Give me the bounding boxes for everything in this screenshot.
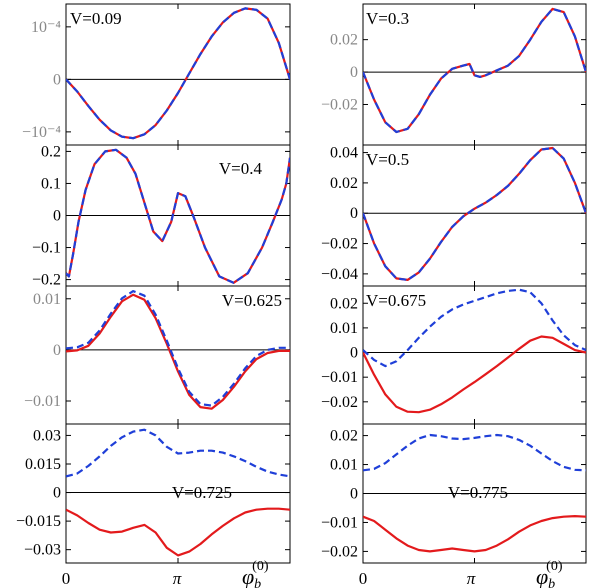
y-tick-label: −0.1: [32, 240, 61, 257]
y-tick-label: 10⁻⁴: [31, 19, 61, 36]
y-tick-label: 0.01: [330, 457, 358, 474]
panel-label: V=0.09: [70, 9, 122, 28]
y-tick-label: −0.01: [24, 393, 61, 410]
solid-series-line: [66, 507, 290, 557]
y-tick-label: −0.02: [321, 543, 358, 560]
y-tick-label: −10⁻⁴: [22, 124, 61, 141]
y-tick-label: −0.02: [321, 96, 358, 113]
y-tick-label: −0.01: [321, 514, 358, 531]
panel-7: 0.03 0.015 0 −0.015 −0.03 V=0.725: [16, 423, 291, 564]
panel-grid: 10⁻⁴ 0 −10⁻⁴ V=0.09 0.02 0 −0.02 V=0.3 0.2 0.1 0 −0…: [16, 3, 587, 564]
x-axis-symbol: φ: [242, 564, 254, 588]
panel-label: V=0.625: [222, 291, 282, 310]
x-tick-pi-left: π: [173, 569, 182, 588]
y-tick-label: 0.2: [41, 143, 61, 160]
x-axis-sub: b: [548, 577, 555, 588]
y-tick-label: −0.04: [321, 266, 358, 283]
y-tick-label: 0: [350, 205, 358, 222]
x-axis-symbol: φ: [536, 564, 548, 588]
x-axis-sup: (0): [546, 559, 563, 574]
solid-series-line: [363, 514, 586, 553]
y-tick-label: 0.1: [41, 175, 61, 192]
panel-label: V=0.5: [366, 150, 409, 169]
x-axis-label-right: φb (0): [536, 559, 563, 588]
panel-label: V=0.3: [366, 9, 409, 28]
y-tick-label: −0.01: [321, 369, 358, 386]
panel-2: 0.02 0 −0.02 V=0.3: [321, 3, 587, 146]
y-tick-label: 0.01: [33, 291, 61, 308]
y-tick-label: 0.02: [330, 428, 358, 445]
x-tick-pi-right: π: [467, 569, 476, 588]
y-tick-label: 0: [53, 208, 61, 225]
dashed-series-line: [66, 290, 290, 407]
y-tick-label: 0.03: [33, 427, 61, 444]
y-tick-label: −0.03: [24, 542, 61, 559]
y-tick-label: −0.02: [321, 394, 358, 411]
y-tick-label: 0: [350, 486, 358, 503]
dashed-series-line: [363, 146, 586, 281]
dashed-series-line: [363, 433, 586, 472]
x-axis-label-left: φb (0): [242, 559, 269, 588]
x-tick-0-left: 0: [62, 569, 71, 588]
dashed-series-line: [66, 7, 290, 140]
panel-label: V=0.675: [366, 291, 426, 310]
panel-6: 0.02 0.01 0 −0.01 −0.02 V=0.675: [321, 285, 587, 425]
dashed-series-line: [363, 288, 586, 368]
solid-series-line: [363, 335, 586, 414]
x-axis-labels: 0 π φb(0) 0 π φb(0): [62, 559, 563, 588]
y-tick-label: 0: [53, 485, 61, 502]
panel-1: 10⁻⁴ 0 −10⁻⁴ V=0.09: [22, 3, 291, 146]
panel-label: V=0.775: [448, 483, 508, 502]
dashed-series-line: [363, 7, 586, 134]
dashed-series-line: [66, 148, 290, 284]
y-tick-label: 0: [53, 342, 61, 359]
y-tick-label: −0.02: [321, 236, 358, 253]
y-tick-label: 0.01: [330, 320, 358, 337]
panel-8: 0.02 0.01 0 −0.01 −0.02 V=0.775: [321, 423, 587, 564]
y-tick-label: −0.2: [32, 272, 61, 289]
y-tick-label: 0.02: [330, 175, 358, 192]
panel-4: 0.04 0.02 0 −0.02 −0.04 V=0.5: [321, 144, 587, 287]
y-tick-label: 0.02: [330, 295, 358, 312]
panel-5: 0.01 0 −0.01 V=0.625: [24, 285, 291, 425]
solid-series-line: [66, 293, 290, 410]
y-tick-label: −0.015: [16, 513, 61, 530]
dashed-series-line: [66, 428, 290, 478]
x-tick-0-right: 0: [359, 569, 368, 588]
panel-label: V=0.4: [219, 159, 263, 178]
y-tick-label: 0: [53, 71, 61, 88]
panel-3: 0.2 0.1 0 −0.1 −0.2 V=0.4: [32, 143, 291, 289]
y-tick-label: 0.015: [25, 456, 61, 473]
x-axis-sup: (0): [252, 559, 269, 574]
y-tick-label: 0.02: [330, 32, 358, 49]
x-axis-sub: b: [254, 577, 261, 588]
y-tick-label: 0: [350, 64, 358, 81]
panel-label: V=0.725: [172, 483, 232, 502]
y-tick-label: 0: [350, 345, 358, 362]
y-tick-label: 0.04: [330, 145, 358, 162]
